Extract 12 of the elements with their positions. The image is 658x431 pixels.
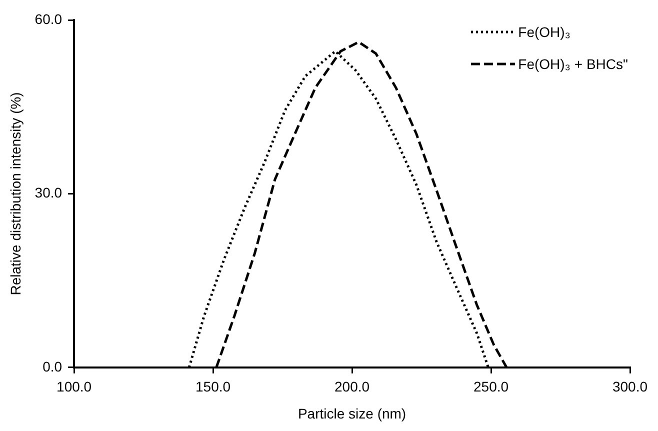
x-tick-label: 100.0 — [56, 378, 92, 395]
legend-label: Fe(OH)₃ + BHCs" — [518, 56, 628, 72]
x-tick-label: 200.0 — [334, 378, 370, 395]
y-axis-title: Relative distribution intensity (%) — [7, 92, 24, 296]
x-tick-label: 300.0 — [612, 378, 648, 395]
x-axis-title: Particle size (nm) — [298, 405, 406, 422]
legend-label: Fe(OH)₃ — [518, 24, 571, 40]
y-tick-label: 30.0 — [34, 184, 62, 201]
y-tick-label: 0.0 — [42, 358, 62, 374]
x-tick-label: 150.0 — [196, 378, 231, 395]
y-tick-label: 60.0 — [34, 10, 62, 27]
x-tick-label: 250.0 — [473, 378, 509, 395]
